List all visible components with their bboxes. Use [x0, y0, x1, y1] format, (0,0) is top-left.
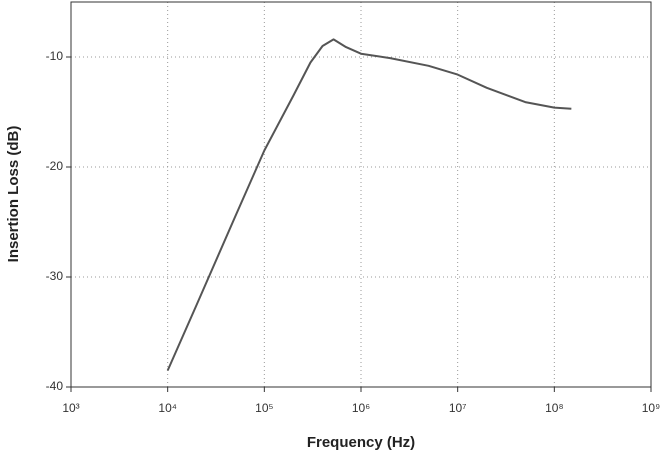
x-tick-label: 10⁸	[545, 401, 563, 415]
y-tick-label: -40	[46, 379, 64, 393]
x-tick-label: 10³	[62, 401, 79, 415]
y-tick-label: -10	[46, 49, 64, 63]
x-tick-label: 10⁴	[158, 401, 177, 415]
y-axis-title: Insertion Loss (dB)	[5, 126, 22, 263]
data-line	[166, 38, 572, 371]
x-axis-title: Frequency (Hz)	[307, 434, 415, 451]
y-tick-label: -20	[46, 159, 64, 173]
x-tick-label: 10⁹	[642, 401, 661, 415]
x-tick-label: 10⁵	[255, 401, 273, 415]
y-tick-label: -30	[46, 269, 64, 283]
x-tick-label: 10⁶	[352, 401, 370, 415]
x-tick-label: 10⁷	[449, 401, 467, 415]
plot-frame	[70, 1, 652, 388]
